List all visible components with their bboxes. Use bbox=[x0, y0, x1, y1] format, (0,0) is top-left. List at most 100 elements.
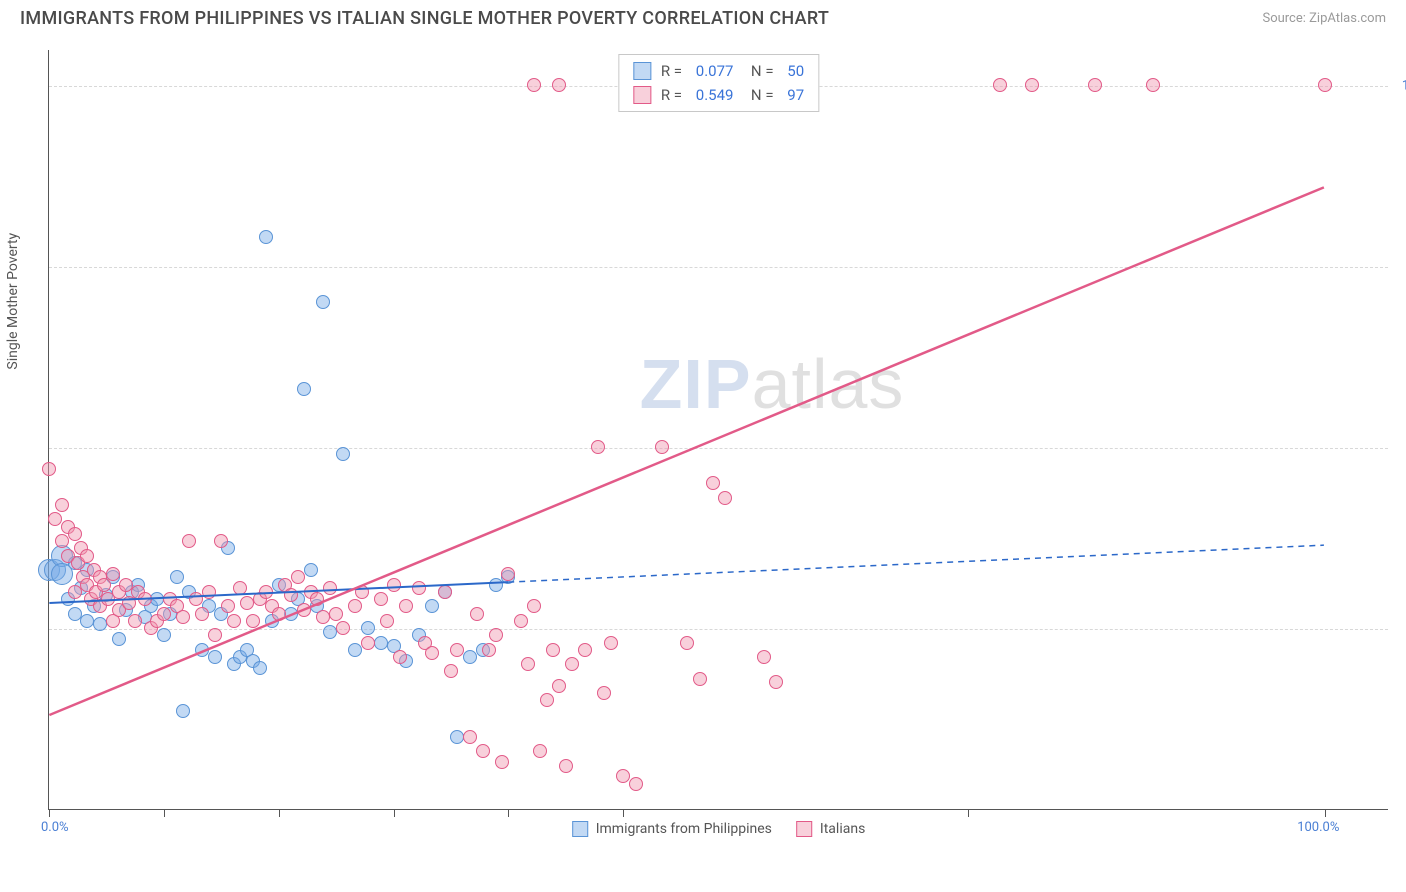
data-point bbox=[578, 643, 592, 657]
x-tick bbox=[1325, 809, 1326, 817]
x-tick bbox=[394, 809, 395, 817]
data-point bbox=[208, 628, 222, 642]
data-point bbox=[438, 585, 452, 599]
data-point bbox=[399, 599, 413, 613]
data-point bbox=[304, 563, 318, 577]
data-point bbox=[336, 621, 350, 635]
data-point bbox=[176, 704, 190, 718]
data-point bbox=[380, 614, 394, 628]
data-point bbox=[182, 534, 196, 548]
x-tick bbox=[623, 809, 624, 817]
data-point bbox=[68, 527, 82, 541]
data-point bbox=[48, 512, 62, 526]
data-point bbox=[348, 599, 362, 613]
chart-area: Single Mother Poverty ZIPatlas 25.0%50.0… bbox=[48, 50, 1388, 810]
data-point bbox=[119, 578, 133, 592]
data-point bbox=[540, 693, 554, 707]
data-point bbox=[629, 777, 643, 791]
data-point bbox=[546, 643, 560, 657]
data-point bbox=[604, 636, 618, 650]
data-point bbox=[693, 672, 707, 686]
data-point bbox=[450, 643, 464, 657]
data-point bbox=[1146, 78, 1160, 92]
data-point bbox=[552, 679, 566, 693]
data-point bbox=[501, 567, 515, 581]
data-point bbox=[476, 744, 490, 758]
data-point bbox=[1318, 78, 1332, 92]
data-point bbox=[316, 295, 330, 309]
plot-region: 25.0%50.0%75.0%100.0%0.0%100.0% bbox=[49, 50, 1388, 809]
data-point bbox=[291, 570, 305, 584]
data-point bbox=[189, 592, 203, 606]
data-point bbox=[233, 581, 247, 595]
chart-title: IMMIGRANTS FROM PHILIPPINES VS ITALIAN S… bbox=[20, 8, 829, 29]
legend-swatch bbox=[572, 821, 588, 837]
x-tick bbox=[164, 809, 165, 817]
data-point bbox=[138, 592, 152, 606]
legend-stat-row: R = 0.077 N = 50 bbox=[633, 59, 804, 83]
data-point bbox=[68, 607, 82, 621]
data-point bbox=[336, 447, 350, 461]
data-point bbox=[565, 657, 579, 671]
legend-swatch bbox=[633, 86, 651, 104]
data-point bbox=[591, 440, 605, 454]
gridline bbox=[49, 448, 1388, 449]
data-point bbox=[527, 78, 541, 92]
data-point bbox=[552, 78, 566, 92]
data-point bbox=[272, 607, 286, 621]
data-point bbox=[425, 646, 439, 660]
data-point bbox=[1088, 78, 1102, 92]
data-point bbox=[769, 675, 783, 689]
data-point bbox=[355, 585, 369, 599]
data-point bbox=[463, 650, 477, 664]
y-axis-title: Single Mother Poverty bbox=[5, 232, 21, 369]
data-point bbox=[374, 592, 388, 606]
data-point bbox=[112, 632, 126, 646]
data-point bbox=[259, 585, 273, 599]
legend-item: Immigrants from Philippines bbox=[572, 821, 772, 837]
data-point bbox=[284, 588, 298, 602]
data-point bbox=[387, 578, 401, 592]
data-point bbox=[616, 769, 630, 783]
data-point bbox=[55, 534, 69, 548]
data-point bbox=[42, 462, 56, 476]
x-tick-label: 100.0% bbox=[1297, 820, 1339, 835]
gridline bbox=[49, 629, 1388, 630]
data-point bbox=[393, 650, 407, 664]
data-point bbox=[329, 607, 343, 621]
data-point bbox=[106, 567, 120, 581]
data-point bbox=[444, 664, 458, 678]
legend-item: Italians bbox=[796, 821, 865, 837]
data-point bbox=[559, 759, 573, 773]
data-point bbox=[993, 78, 1007, 92]
data-point bbox=[680, 636, 694, 650]
legend-series: Immigrants from Philippines Italians bbox=[572, 821, 866, 837]
data-point bbox=[425, 599, 439, 613]
data-point bbox=[1025, 78, 1039, 92]
data-point bbox=[128, 614, 142, 628]
data-point bbox=[221, 599, 235, 613]
data-point bbox=[297, 382, 311, 396]
data-point bbox=[170, 570, 184, 584]
data-point bbox=[195, 607, 209, 621]
x-tick-label: 0.0% bbox=[41, 820, 69, 835]
data-point bbox=[157, 628, 171, 642]
data-point bbox=[527, 599, 541, 613]
data-point bbox=[55, 498, 69, 512]
data-point bbox=[495, 755, 509, 769]
y-tick-label: 100.0% bbox=[1402, 79, 1406, 94]
data-point bbox=[214, 534, 228, 548]
data-point bbox=[157, 607, 171, 621]
data-point bbox=[463, 730, 477, 744]
data-point bbox=[521, 657, 535, 671]
x-tick bbox=[508, 809, 509, 817]
data-point bbox=[489, 578, 503, 592]
data-point bbox=[297, 603, 311, 617]
data-point bbox=[227, 614, 241, 628]
data-point bbox=[412, 581, 426, 595]
data-point bbox=[259, 230, 273, 244]
data-point bbox=[246, 614, 260, 628]
data-point bbox=[718, 491, 732, 505]
x-tick bbox=[279, 809, 280, 817]
data-point bbox=[208, 650, 222, 664]
